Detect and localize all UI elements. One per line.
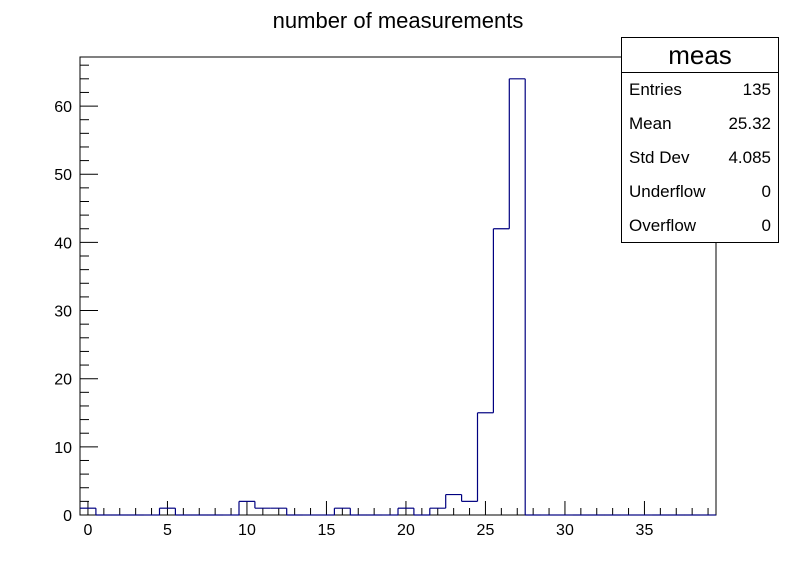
x-tick-label: 15 (318, 522, 336, 539)
stats-box: meas Entries 135 Mean 25.32 Std Dev 4.08… (621, 37, 779, 243)
y-tick-label: 0 (63, 508, 72, 525)
stats-box-name: meas (622, 38, 778, 73)
x-axis-tick-labels: 0 5 10 15 20 25 30 35 (83, 522, 653, 539)
x-tick-label: 10 (238, 522, 256, 539)
stats-label: Underflow (629, 182, 706, 201)
stats-row-entries: Entries 135 (622, 73, 778, 107)
y-axis-ticks (80, 64, 98, 516)
stats-row-std-dev: Std Dev 4.085 (622, 141, 778, 175)
y-tick-label: 30 (54, 304, 72, 321)
stats-label: Overflow (629, 216, 697, 235)
x-tick-label: 30 (556, 522, 574, 539)
stats-label: Entries (629, 80, 682, 99)
y-tick-label: 40 (54, 235, 72, 252)
histogram-bins (80, 78, 716, 516)
y-axis-tick-labels: 0 10 20 30 40 50 60 (54, 99, 72, 525)
stats-row-mean: Mean 25.32 (622, 107, 778, 141)
x-tick-label: 20 (397, 522, 415, 539)
x-tick-label: 5 (163, 522, 172, 539)
x-tick-label: 0 (83, 522, 92, 539)
stats-value: 0 (761, 216, 771, 235)
y-tick-label: 20 (54, 372, 72, 389)
stats-value: 0 (761, 182, 771, 201)
x-tick-label: 35 (636, 522, 654, 539)
x-tick-label: 25 (477, 522, 495, 539)
y-tick-label: 50 (54, 167, 72, 184)
stats-value: 135 (742, 80, 771, 99)
y-tick-label: 60 (54, 99, 72, 116)
stats-row-underflow: Underflow 0 (622, 175, 778, 209)
stats-label: Std Dev (629, 148, 690, 167)
y-tick-label: 10 (54, 440, 72, 457)
stats-label: Mean (629, 114, 672, 133)
chart-title: number of measurements (272, 8, 524, 33)
stats-value: 25.32 (728, 114, 771, 133)
stats-row-overflow: Overflow 0 (622, 209, 778, 243)
stats-value: 4.085 (728, 148, 771, 167)
